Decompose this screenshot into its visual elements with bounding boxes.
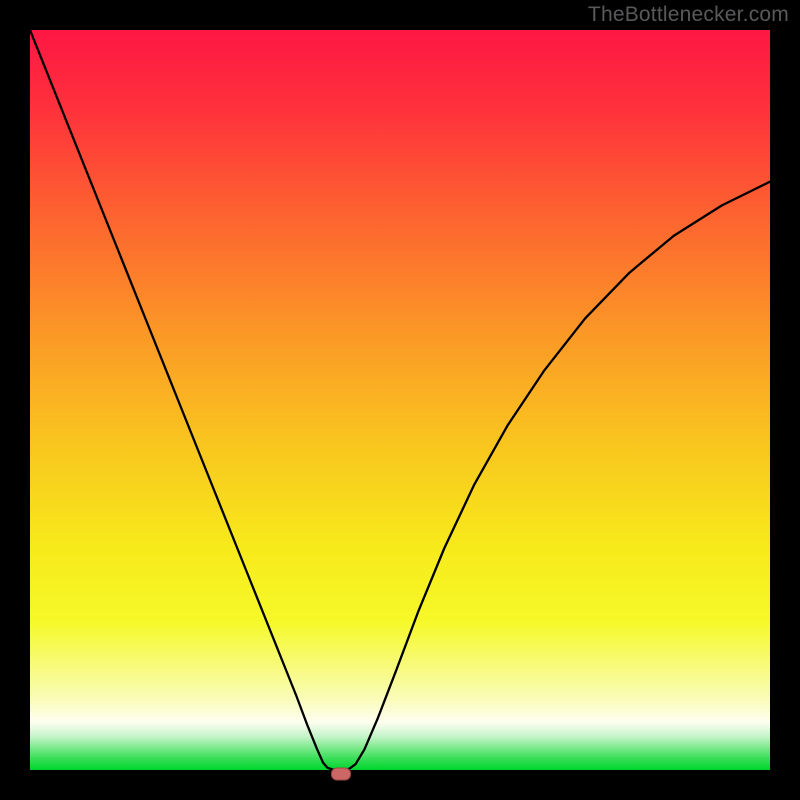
minimum-marker [331,767,351,780]
chart-canvas: TheBottlenecker.com [0,0,800,800]
bottleneck-curve [30,30,770,770]
plot-area [30,30,770,770]
curve-layer [30,30,770,770]
watermark-text: TheBottlenecker.com [588,3,789,27]
